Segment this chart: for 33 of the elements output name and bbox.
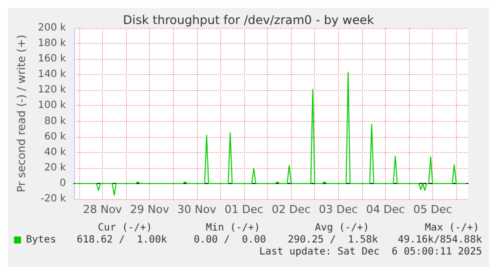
y-tick-label: 20 k <box>44 162 66 174</box>
text: 0.00 / 0.00 <box>194 234 266 246</box>
line-series <box>74 72 467 196</box>
text: Min (-/+) <box>206 222 260 234</box>
x-tick-label: 04 Dec <box>366 203 405 216</box>
y-tick-label: 40 k <box>44 146 66 158</box>
text: 618.62 / 1.00k <box>76 234 167 246</box>
x-tick-label: 29 Nov <box>130 203 170 216</box>
text: Max (-/+) <box>424 222 480 234</box>
y-tick-label: 80 k <box>44 116 66 127</box>
x-tick-label: 30 Nov <box>177 203 217 216</box>
y-tick-label: 200 k <box>38 22 66 34</box>
y-tick-label: 160 k <box>38 54 66 65</box>
y-tick-label: 140 k <box>38 69 66 80</box>
y-tick-label: 180 k <box>38 38 66 50</box>
y-axis-title: Pr second read (-) / write (+) <box>15 34 28 192</box>
y-tick-label: 100 k <box>38 100 66 112</box>
y-tick-label: 60 k <box>44 131 66 142</box>
y-tick-label: 120 k <box>38 84 66 96</box>
legend-label: Bytes <box>26 234 56 246</box>
text: Avg (-/+) <box>314 222 370 234</box>
y-tick-label: -20 k <box>40 194 66 204</box>
x-tick-label: 05 Dec <box>413 203 452 216</box>
y-tick-label: 0 <box>60 178 66 189</box>
x-tick-label: 28 Nov <box>82 203 122 216</box>
text: Last update: Sat Dec 6 05:00:11 2025 <box>259 246 482 258</box>
text: Cur (-/+) <box>98 222 152 234</box>
text: 49.16k/854.88k <box>398 234 482 246</box>
x-tick-label: 01 Dec <box>224 203 264 216</box>
x-tick-label: 03 Dec <box>318 203 358 216</box>
x-tick-label: 02 Dec <box>272 203 311 216</box>
text: 290.25 / 1.58k <box>288 234 378 246</box>
chart-title: Disk throughput for /dev/zram0 - by week <box>123 13 374 27</box>
